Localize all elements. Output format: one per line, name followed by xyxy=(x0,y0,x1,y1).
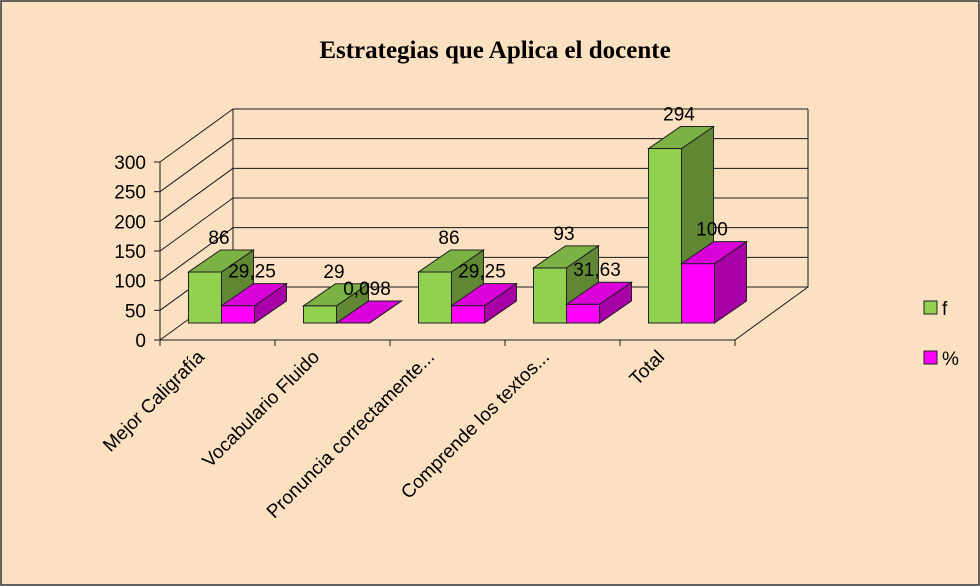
y-tick-label: 250 xyxy=(114,183,146,204)
data-label: 29,25 xyxy=(458,262,506,283)
chart-title: Estrategias que Aplica el docente xyxy=(319,37,670,64)
bar-front xyxy=(303,305,337,324)
bar-top xyxy=(531,245,601,269)
bar-top xyxy=(679,241,749,265)
bar xyxy=(219,282,289,324)
bar-top xyxy=(301,283,371,307)
grid-line-side xyxy=(159,108,234,163)
data-label: 93 xyxy=(553,224,574,245)
data-label: 29 xyxy=(323,262,344,283)
legend-swatch xyxy=(923,300,938,315)
bar-top xyxy=(449,283,519,307)
y-tick-label: 300 xyxy=(114,153,146,174)
y-tick-label: 100 xyxy=(114,272,146,293)
grid-line-side xyxy=(159,197,234,252)
bar-front xyxy=(221,305,255,324)
data-label: 100 xyxy=(696,220,728,241)
data-label: 86 xyxy=(208,228,229,249)
bar-front xyxy=(533,267,567,324)
bar xyxy=(334,299,404,324)
data-label: 294 xyxy=(663,105,695,126)
bar-top xyxy=(646,126,716,150)
legend-swatch xyxy=(923,350,938,365)
data-label: 31,63 xyxy=(573,260,621,281)
bar-front xyxy=(188,271,222,324)
y-tick-label: 0 xyxy=(135,331,146,352)
bar-front xyxy=(648,148,682,324)
legend-label: % xyxy=(942,349,959,370)
bar-top xyxy=(334,300,404,324)
data-label: 0,098 xyxy=(343,279,391,300)
bar-front xyxy=(451,305,485,324)
bar-top xyxy=(186,249,256,273)
legend-label: f xyxy=(942,299,948,320)
bar xyxy=(301,282,371,324)
y-tick-label: 200 xyxy=(114,212,146,233)
bar-front xyxy=(418,271,452,324)
bar-front xyxy=(681,263,715,324)
bar xyxy=(564,281,634,324)
bar-top xyxy=(219,283,289,307)
grid-line-side xyxy=(159,167,234,222)
data-label: 29,25 xyxy=(228,262,276,283)
data-label: 86 xyxy=(438,228,459,249)
bar-front xyxy=(566,303,600,324)
y-tick-label: 150 xyxy=(114,242,146,263)
y-tick-label: 50 xyxy=(125,301,146,322)
bar xyxy=(679,240,749,324)
bar xyxy=(449,282,519,324)
bar-top xyxy=(416,249,486,273)
bar-top xyxy=(564,281,634,305)
grid-line-side xyxy=(159,227,234,282)
grid-line-side xyxy=(159,138,234,193)
